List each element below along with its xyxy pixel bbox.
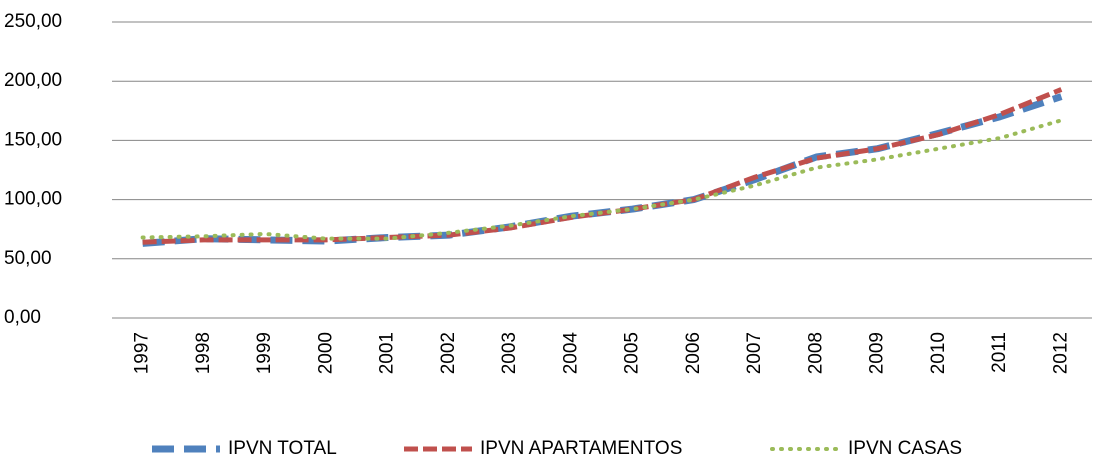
x-tick-label: 2004 [560,332,581,375]
y-tick-label: 250,00 [4,11,62,32]
x-tick-label: 2011 [989,332,1010,373]
y-tick-label: 150,00 [4,129,62,150]
y-tick-label: 50,00 [4,248,52,269]
legend-label: IPVN CASAS [848,438,962,459]
x-tick-label: 2000 [315,332,336,374]
x-tick-label: 2010 [928,332,949,374]
legend-label: IPVN TOTAL [228,438,337,459]
y-tick-label: 200,00 [4,70,62,91]
x-tick-label: 1999 [254,332,275,374]
x-tick-label: 2008 [805,332,826,374]
series-line [142,93,1063,247]
x-tick-label: 2007 [744,332,765,374]
x-tick-label: 2005 [622,332,643,374]
x-tick-label: 1998 [193,332,214,374]
x-tick-label: 2012 [1050,332,1071,374]
y-tick-label: 0,00 [4,307,41,328]
x-tick-label: 2002 [438,332,459,374]
series-line [140,118,1064,241]
legend-label: IPVN APARTAMENTOS [480,438,682,459]
x-tick-label: 2003 [499,332,520,374]
x-tick-label: 2006 [683,332,704,374]
y-tick-label: 100,00 [4,189,62,210]
x-tick-label: 2001 [377,332,398,374]
x-tick-label: 2009 [867,332,888,374]
x-tick-label: 1997 [132,332,153,374]
series-line [142,87,1063,245]
